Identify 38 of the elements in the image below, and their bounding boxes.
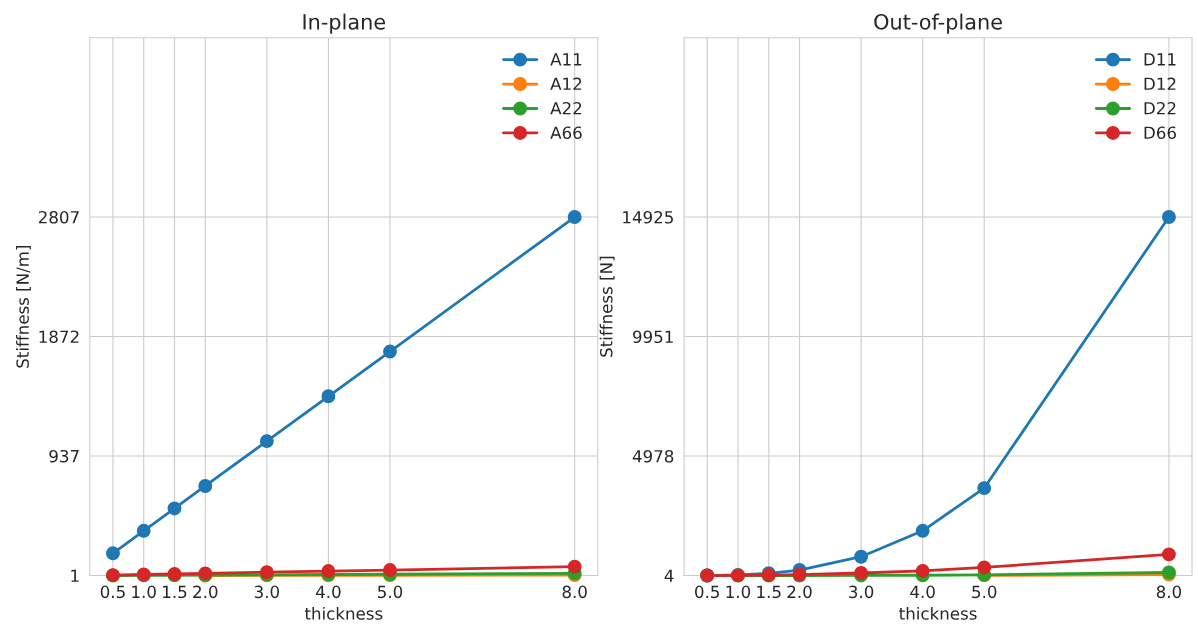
x-tick-label: 5.0 — [972, 585, 997, 599]
x-tick-label: 0.5 — [100, 585, 125, 599]
y-tick-label: 2807 — [38, 210, 79, 224]
y-tick-label: 14925 — [623, 210, 673, 224]
y-tick-label: 1 — [71, 569, 79, 582]
x-tick-label: 2.0 — [787, 585, 812, 599]
x-tick-label: 0.5 — [695, 585, 719, 599]
y-tick-label: 4978 — [632, 449, 674, 463]
x-tick-label: 3.0 — [849, 585, 874, 599]
chart-title: Out-of-plane — [874, 13, 1002, 34]
x-tick-label: 5.0 — [378, 585, 403, 599]
x-tick-label: 8.0 — [562, 585, 587, 599]
x-tick-label: 1.0 — [726, 585, 751, 599]
x-tick-label: 3.0 — [254, 585, 279, 599]
y-axis-title: Stiffness [N/m] — [16, 245, 31, 368]
x-axis-title: thickness — [899, 606, 977, 620]
legend-label: D11 — [1144, 53, 1176, 66]
y-tick-label: 1872 — [39, 330, 79, 344]
y-tick-label: 937 — [49, 449, 79, 463]
x-tick-label: 8.0 — [1156, 585, 1182, 599]
legend-label: A66 — [550, 126, 582, 140]
x-tick-label: 1.5 — [163, 585, 187, 599]
y-tick-label: 9951 — [633, 330, 673, 344]
x-axis-title: thickness — [304, 606, 383, 620]
x-tick-label: 1.0 — [132, 585, 156, 599]
x-tick-label: 1.5 — [757, 585, 781, 599]
legend-label: A12 — [550, 77, 582, 90]
legend-label: D12 — [1144, 77, 1176, 90]
legend-label: D22 — [1144, 101, 1176, 115]
legend-label: D66 — [1144, 126, 1176, 140]
x-tick-label: 2.0 — [193, 585, 218, 599]
y-axis-title: Stiffness [N] — [599, 256, 615, 357]
legend-label: A11 — [550, 53, 582, 66]
x-tick-label: 4.0 — [910, 585, 935, 599]
x-tick-label: 4.0 — [315, 585, 341, 599]
y-tick-label: 4 — [664, 569, 674, 582]
legend-label: A22 — [550, 101, 582, 115]
chart-title: In-plane — [303, 13, 386, 34]
